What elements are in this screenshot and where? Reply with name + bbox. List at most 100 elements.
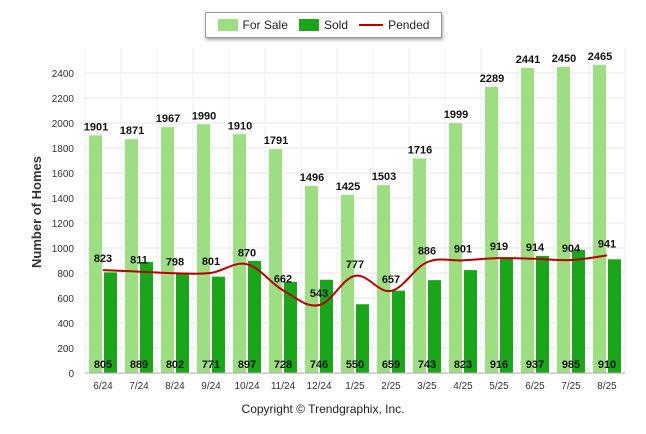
label-pended: 657 [382, 274, 400, 286]
label-for-sale: 2450 [552, 53, 576, 65]
x-tick-label: 10/24 [234, 381, 259, 392]
label-pended: 886 [418, 245, 436, 257]
labels-layer: 1901 805 1871 889 1967 802 1990 771 1910 897 1791 7… [84, 51, 616, 371]
bar-for-sale [449, 123, 462, 373]
label-pended: 811 [130, 255, 148, 267]
label-pended: 543 [310, 288, 328, 300]
label-for-sale: 1791 [264, 135, 288, 147]
y-tick-label: 1600 [52, 169, 75, 180]
label-for-sale: 2465 [588, 51, 612, 63]
legend-label-pended: Pended [388, 18, 430, 32]
label-pended: 901 [454, 243, 472, 255]
bar-sold [464, 270, 477, 373]
bar-sold [608, 259, 621, 373]
label-for-sale: 2441 [516, 54, 540, 66]
label-pended: 823 [94, 253, 112, 265]
x-tick-label: 3/25 [417, 381, 437, 392]
label-sold: 802 [166, 359, 184, 371]
label-for-sale: 1990 [192, 110, 216, 122]
bar-for-sale [377, 185, 390, 373]
legend-item-sold[interactable]: Sold [298, 18, 348, 32]
x-tick-label: 11/24 [271, 381, 296, 392]
label-for-sale: 1910 [228, 120, 252, 132]
bar-sold [140, 261, 153, 373]
x-tick-label: 1/25 [345, 381, 365, 392]
label-sold: 897 [238, 359, 256, 371]
label-sold: 771 [202, 359, 220, 371]
label-pended: 904 [562, 243, 581, 255]
legend-swatch-for-sale [217, 19, 238, 31]
y-tick-label: 1800 [52, 144, 75, 155]
label-for-sale: 1716 [408, 145, 432, 157]
label-pended: 798 [166, 256, 184, 268]
label-for-sale: 1999 [444, 109, 468, 121]
label-sold: 659 [382, 359, 400, 371]
label-sold: 728 [274, 359, 292, 371]
label-pended: 801 [202, 256, 220, 268]
label-pended: 662 [274, 273, 292, 285]
label-for-sale: 1503 [372, 171, 396, 183]
x-tick-label: 9/24 [201, 381, 221, 392]
x-tick-label: 6/24 [93, 381, 113, 392]
bar-for-sale [593, 64, 606, 373]
label-sold: 889 [130, 359, 148, 371]
y-tick-label: 200 [57, 344, 74, 355]
bar-sold [356, 304, 369, 373]
x-tick-label: 7/25 [561, 381, 581, 392]
y-tick-label: 1000 [52, 244, 75, 255]
bar-for-sale [125, 139, 138, 373]
bar-for-sale [89, 135, 102, 373]
plot-area [85, 48, 625, 373]
bar-sold [392, 290, 405, 373]
y-tick-label: 2200 [52, 94, 75, 105]
bar-sold [104, 272, 117, 373]
y-tick-label: 2400 [52, 69, 75, 80]
y-tick-label: 1200 [52, 219, 75, 230]
label-sold: 937 [526, 359, 544, 371]
y-tick-label: 800 [57, 269, 74, 280]
legend-label-for-sale: For Sale [242, 18, 288, 32]
label-pended: 919 [490, 241, 508, 253]
bar-for-sale [341, 194, 354, 373]
y-tick-label: 400 [57, 319, 74, 330]
y-tick-label: 2000 [52, 119, 75, 130]
label-for-sale: 1901 [84, 121, 108, 133]
bar-for-sale [557, 66, 570, 373]
x-tick-label: 7/24 [129, 381, 149, 392]
label-sold: 823 [454, 359, 472, 371]
x-tick-label: 12/24 [306, 381, 331, 392]
label-for-sale: 1967 [156, 113, 180, 125]
label-for-sale: 2289 [480, 73, 504, 85]
x-tick-label: 5/25 [489, 381, 509, 392]
legend: For Sale Sold Pended [205, 12, 442, 38]
line-layer [102, 254, 608, 307]
y-tick-label: 1400 [52, 194, 75, 205]
legend-line-pended [359, 24, 384, 26]
label-pended: 914 [526, 242, 545, 254]
label-pended: 777 [346, 259, 364, 271]
x-tick-label: 4/25 [453, 381, 473, 392]
bar-for-sale [485, 86, 498, 373]
label-sold: 805 [94, 359, 112, 371]
x-tick-label: 8/24 [165, 381, 185, 392]
label-for-sale: 1425 [336, 181, 360, 193]
bar-sold [428, 280, 441, 373]
bar-for-sale [233, 134, 246, 373]
bar-sold [284, 282, 297, 373]
bar-sold [536, 255, 549, 373]
x-tick-label: 8/25 [597, 381, 617, 392]
bar-for-sale [197, 124, 210, 373]
legend-item-pended[interactable]: Pended [359, 18, 429, 32]
label-for-sale: 1871 [120, 125, 144, 137]
axis-layer: 0 200 400 600 800 1000 1200 1400 1600 1800 2000 220… [52, 69, 625, 392]
bar-sold [176, 272, 189, 373]
y-tick-label: 0 [68, 369, 74, 380]
x-tick-label: 2/25 [381, 381, 401, 392]
bar-sold [572, 249, 585, 373]
bar-for-sale [269, 149, 282, 373]
legend-swatch-sold [298, 19, 319, 31]
label-sold: 985 [562, 359, 580, 371]
legend-item-for-sale[interactable]: For Sale [217, 18, 288, 32]
y-tick-label: 600 [57, 294, 74, 305]
